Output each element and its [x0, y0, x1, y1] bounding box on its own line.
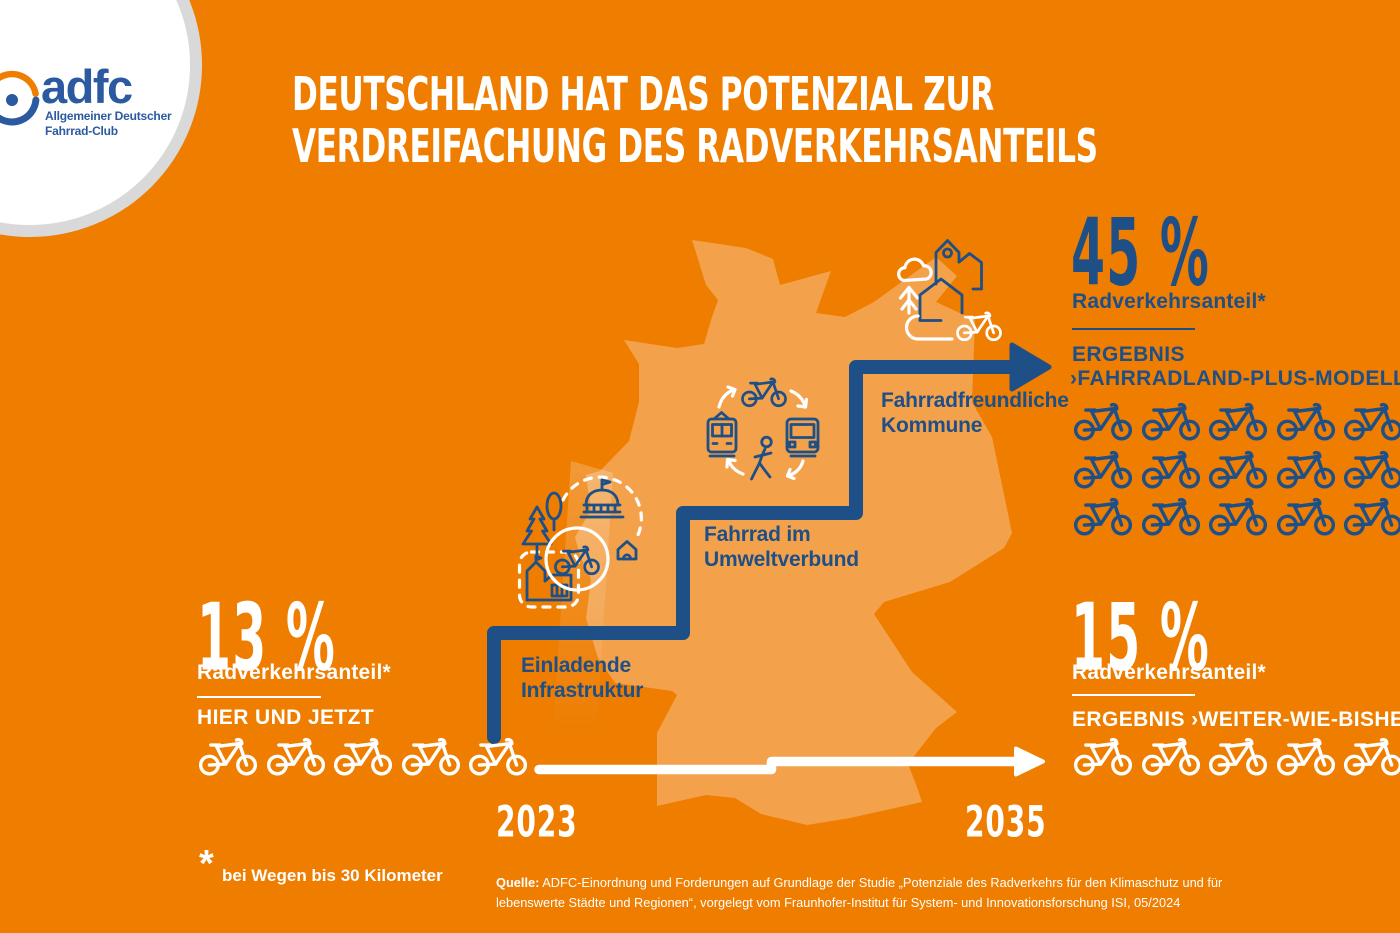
bus-icon: [785, 417, 820, 458]
logo-subtitle-line2: Fahrrad-Club: [45, 123, 118, 138]
current-share-value: 13 %: [197, 584, 337, 692]
bike-icon: [1072, 401, 1134, 441]
bau-share-label: Radverkehrsanteil*: [1072, 661, 1266, 684]
bike-icon: [1275, 496, 1337, 536]
bike-icon: [332, 736, 394, 776]
germany-map-shape: [575, 240, 1012, 825]
bike-icon: [1342, 449, 1400, 489]
plus-share-label: Radverkehrsanteil*: [1072, 290, 1266, 313]
bike-icon: [400, 736, 462, 776]
footnote-text: bei Wegen bis 30 Kilometer: [222, 866, 443, 885]
plus-result-line2: ›FAHRRADLAND-PLUS-MODELL‹: [1070, 367, 1400, 390]
house-icon: [616, 540, 638, 561]
inviting-infrastructure-icons: [517, 475, 643, 609]
dashed-frame: [517, 550, 581, 609]
bike-icon: [1140, 401, 1202, 441]
bike-icon: [1072, 496, 1134, 536]
timeline-end-year: 2035: [965, 796, 1047, 847]
bike-icon: [1342, 736, 1400, 776]
source-line2: lebenswerte Städte und Regionen“, vorgel…: [496, 895, 1181, 910]
divider: [197, 696, 321, 698]
bike-icon: [197, 736, 259, 776]
current-caption: HIER UND JETZT: [197, 706, 375, 729]
current-share-label: Radverkehrsanteil*: [197, 661, 391, 684]
dashed-arc: [561, 475, 643, 539]
page-title-line1: DEUTSCHLAND HAT DAS POTENZIAL ZUR: [292, 68, 994, 122]
step-label-line: Infrastruktur: [521, 679, 644, 702]
plus-bike-count: [1072, 401, 1400, 536]
bike-icon: [1342, 496, 1400, 536]
logo-brand: adfc: [41, 60, 133, 113]
source-label: Quelle:: [496, 875, 540, 890]
timeline-arrow-icon: [534, 746, 1045, 777]
bike-circle-icon: [544, 526, 610, 592]
tree-arrow-icon: [898, 285, 920, 315]
bike-icon: [1140, 496, 1202, 536]
bike-icon: [1207, 496, 1269, 536]
step-label-line: Einladende: [521, 654, 632, 677]
logo-subtitle: Allgemeiner Deutscher Fahrrad-Club: [45, 109, 172, 138]
bike-icon: [1140, 449, 1202, 489]
plus-result-line1: ERGEBNIS: [1072, 343, 1185, 366]
bike-icon: [1140, 736, 1202, 776]
pine-tree-icon: [521, 505, 553, 556]
bike-icon: [1207, 449, 1269, 489]
bau-share-value: 15 %: [1071, 584, 1211, 692]
page-title-line2: VERDREIFACHUNG DES RADVERKEHRSANTEILS: [292, 120, 1098, 174]
bike-icon: [467, 736, 529, 776]
bike-icon: [1275, 736, 1337, 776]
adfc-logo-icon: [0, 70, 40, 126]
cloud-icon: [897, 257, 933, 283]
step-label-line: Fahrradfreundliche: [881, 389, 1069, 412]
step-label-kommune: Fahrradfreundliche Kommune: [881, 388, 1069, 438]
step-label-line: Umweltverbund: [704, 548, 859, 571]
church-icon: [525, 554, 573, 602]
bike-icon: [1072, 736, 1134, 776]
plus-share-value: 45 %: [1071, 199, 1211, 307]
bau-result: ERGEBNIS ›WEITER-WIE-BISHER‹: [1072, 708, 1400, 731]
bike-icon: [1072, 449, 1134, 489]
logo-subtitle-line1: Allgemeiner Deutscher: [45, 109, 172, 123]
current-bike-count: [197, 736, 531, 776]
bau-bike-count: [1072, 736, 1400, 776]
round-tree-icon: [545, 491, 563, 532]
city-buildings-icon: [918, 239, 983, 322]
step-path-icon: [487, 342, 1052, 744]
bike-friendly-city-icons: [897, 239, 1002, 342]
bike-icon: [1207, 736, 1269, 776]
step-label-infrastructure: Einladende Infrastruktur: [521, 653, 643, 703]
government-building-icon: [579, 478, 625, 519]
timeline-start-year: 2023: [496, 796, 578, 847]
road-line-icon: [904, 314, 954, 341]
divider: [1072, 328, 1195, 330]
tram-icon: [706, 411, 738, 458]
pedestrian-icon: [750, 435, 773, 481]
bike-icon: [265, 736, 327, 776]
source-text: ADFC-Einordnung und Forderungen auf Grun…: [542, 875, 1223, 890]
transport-mix-icons: [706, 377, 820, 481]
divider: [1072, 694, 1195, 696]
footnote-asterisk: *: [199, 843, 214, 885]
step-label-line: Fahrrad im: [704, 523, 811, 546]
bike-icon: [1342, 401, 1400, 441]
source-line1: Quelle: ADFC-Einordnung und Forderungen …: [496, 873, 1222, 893]
step-label-umweltverbund: Fahrrad im Umweltverbund: [704, 522, 859, 572]
bike-icon: [1207, 401, 1269, 441]
step-label-line: Kommune: [881, 414, 983, 437]
cycle-arrows-icon: [717, 385, 809, 481]
source-note: Quelle: ADFC-Einordnung und Forderungen …: [496, 873, 1222, 913]
bike-icon: [1275, 401, 1337, 441]
bike-icon: [1275, 449, 1337, 489]
